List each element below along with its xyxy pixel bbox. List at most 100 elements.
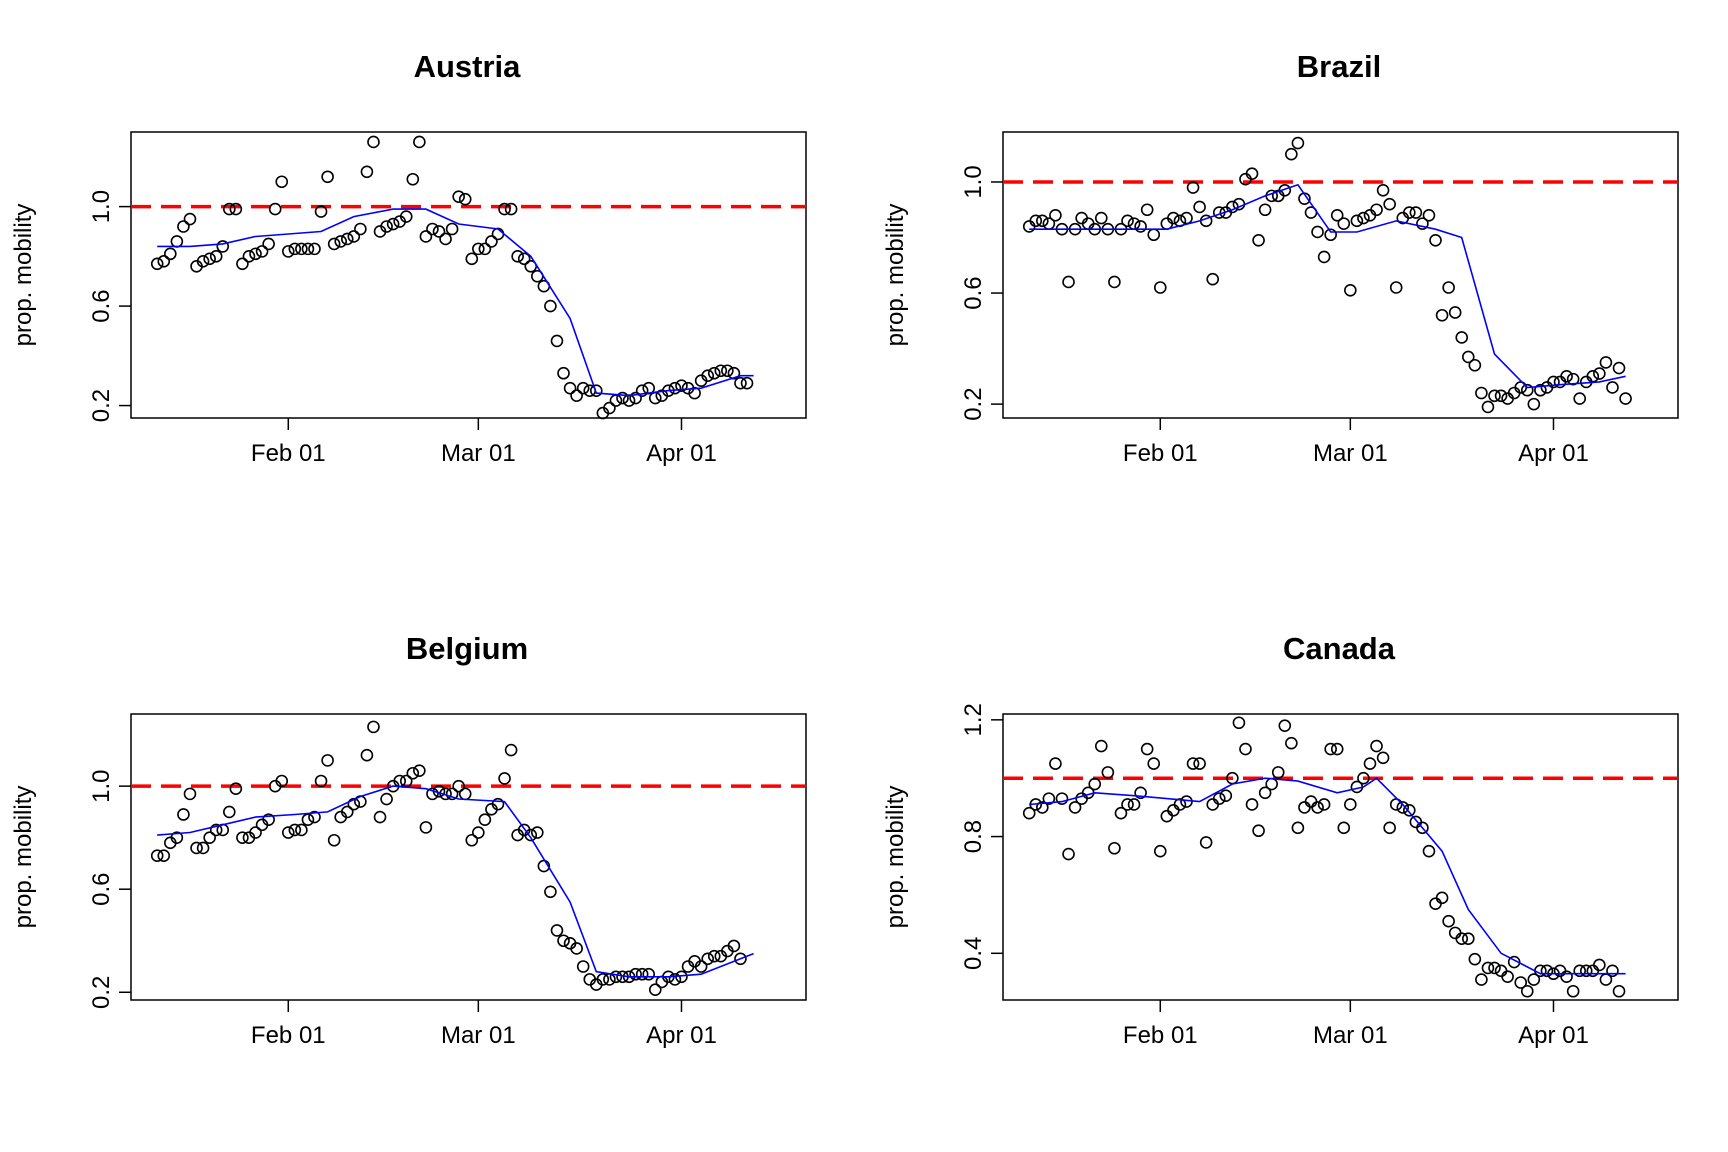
data-point [1311, 225, 1324, 239]
data-point [1475, 973, 1488, 986]
data-point [177, 220, 190, 233]
data-point [236, 257, 249, 271]
data-point [1619, 392, 1632, 405]
data-point [367, 720, 380, 734]
data-point [1245, 798, 1259, 811]
data-point [1153, 844, 1167, 858]
data-point [1448, 306, 1462, 319]
data-point [1455, 331, 1469, 344]
panel-title: Belgium [406, 631, 528, 666]
data-point [1068, 801, 1082, 814]
data-point [1579, 964, 1593, 978]
data-point [1403, 206, 1416, 219]
data-point [249, 826, 262, 839]
data-point [1593, 367, 1606, 380]
data-point [1232, 716, 1246, 730]
data-point [1383, 197, 1396, 211]
panel-title: Austria [414, 49, 522, 84]
data-point [1389, 798, 1403, 811]
y-tick-label: 1.2 [960, 703, 987, 736]
data-point [1036, 801, 1049, 814]
data-point [1271, 766, 1285, 779]
data-point [1422, 844, 1436, 858]
data-point [445, 222, 459, 236]
x-tick-label: Apr 01 [646, 440, 717, 467]
data-point [1239, 742, 1252, 756]
data-point [727, 939, 741, 953]
data-point [360, 748, 374, 762]
data-point [1442, 914, 1455, 928]
data-point [1285, 147, 1298, 161]
data-point [609, 394, 623, 407]
data-point [576, 960, 590, 973]
data-point [1193, 200, 1206, 214]
data-point [170, 831, 184, 844]
data-point [170, 235, 184, 248]
data-point [603, 401, 616, 415]
y-tick-label: 0.6 [88, 289, 115, 322]
data-point [511, 250, 524, 263]
data-point [340, 232, 354, 246]
data-point [1252, 824, 1265, 838]
data-point [1252, 233, 1265, 247]
data-point [1219, 789, 1233, 803]
data-point [183, 787, 197, 801]
data-point [1599, 356, 1613, 369]
x-tick-label: Mar 01 [441, 1022, 516, 1049]
data-point [1455, 932, 1469, 946]
data-point [1108, 275, 1121, 289]
data-point [196, 841, 210, 855]
data-point [504, 202, 518, 216]
data-point [426, 787, 439, 801]
data-point [668, 381, 682, 395]
data-point [1357, 771, 1370, 785]
data-point [1337, 217, 1351, 230]
data-point [557, 934, 570, 948]
data-point [223, 202, 236, 216]
data-point [642, 967, 656, 981]
data-point [255, 245, 269, 258]
data-point [1606, 964, 1619, 978]
data-point [1167, 211, 1180, 225]
data-point [596, 973, 610, 986]
x-tick-label: Mar 01 [1313, 1022, 1388, 1049]
data-point [1036, 214, 1049, 228]
data-point [229, 782, 243, 796]
data-point [1429, 897, 1442, 910]
data-point [648, 391, 662, 405]
data-point [478, 242, 492, 256]
data-point [1029, 214, 1043, 228]
data-point [354, 222, 367, 236]
smooth-line [157, 208, 754, 397]
data-point [734, 952, 747, 966]
data-point [406, 766, 420, 780]
data-point [675, 379, 688, 392]
data-point [1140, 742, 1154, 756]
data-point [157, 849, 171, 863]
data-point [517, 252, 531, 266]
data-point [629, 391, 642, 405]
y-tick-label: 0.6 [88, 873, 115, 906]
data-point [1108, 841, 1121, 855]
data-point [701, 952, 714, 966]
data-point [1095, 739, 1108, 753]
data-point [465, 252, 479, 266]
data-point [340, 805, 354, 819]
plot-frame [130, 131, 807, 419]
data-point [1212, 792, 1226, 805]
data-point [439, 232, 452, 246]
data-point [734, 376, 747, 390]
y-tick-label: 0.4 [960, 937, 987, 970]
data-point [498, 772, 511, 785]
panel-brazil: Brazil prop. mobility Feb 01 Mar 01 Apr 01… [882, 49, 1679, 467]
data-point [504, 743, 518, 757]
data-point [1298, 801, 1311, 814]
data-point [1376, 184, 1390, 197]
data-point [150, 257, 164, 271]
data-point [426, 222, 439, 236]
x-tick-label: Mar 01 [1313, 440, 1388, 467]
data-point [1370, 739, 1383, 753]
data-point [203, 831, 216, 844]
data-point [268, 202, 282, 216]
data-point [1560, 970, 1573, 983]
